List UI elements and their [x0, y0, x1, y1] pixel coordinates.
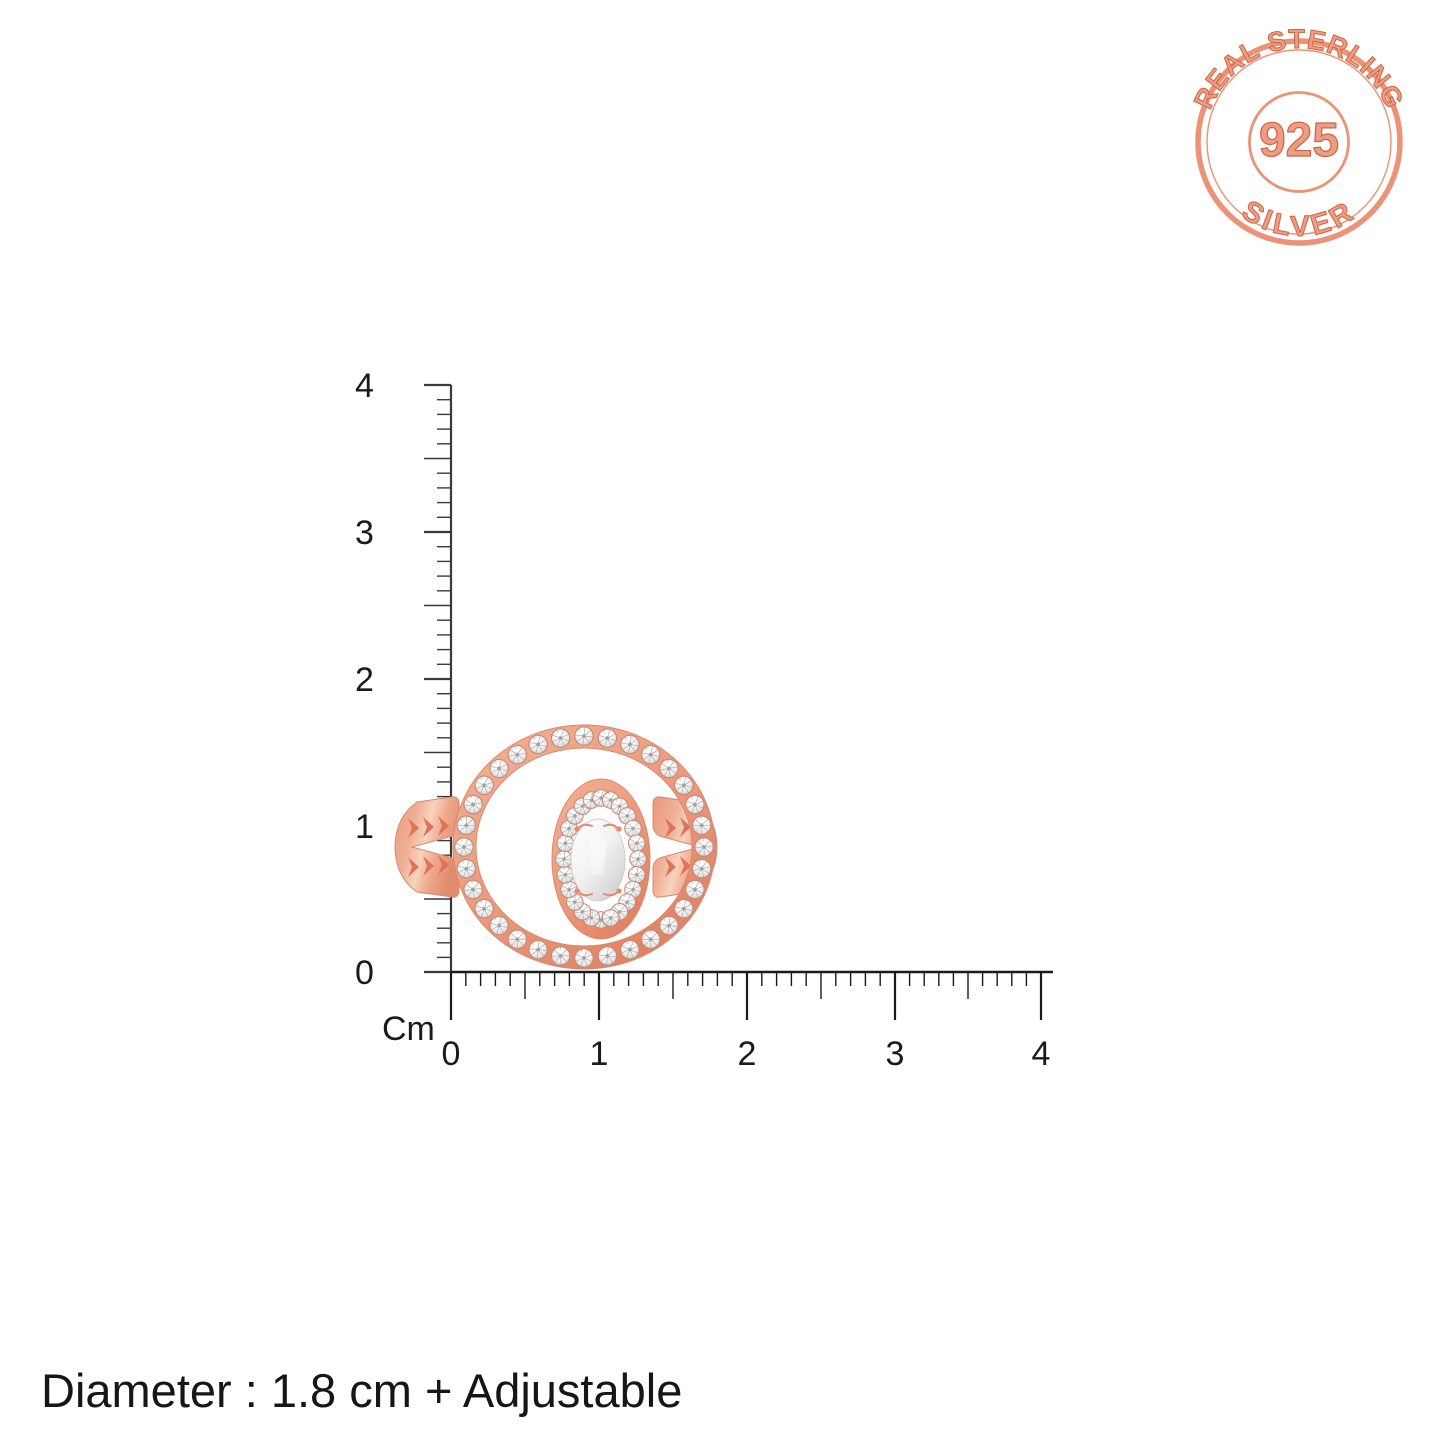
svg-text:925: 925	[1259, 114, 1339, 167]
svg-text:REAL STERLING: REAL STERLING	[1188, 24, 1410, 113]
